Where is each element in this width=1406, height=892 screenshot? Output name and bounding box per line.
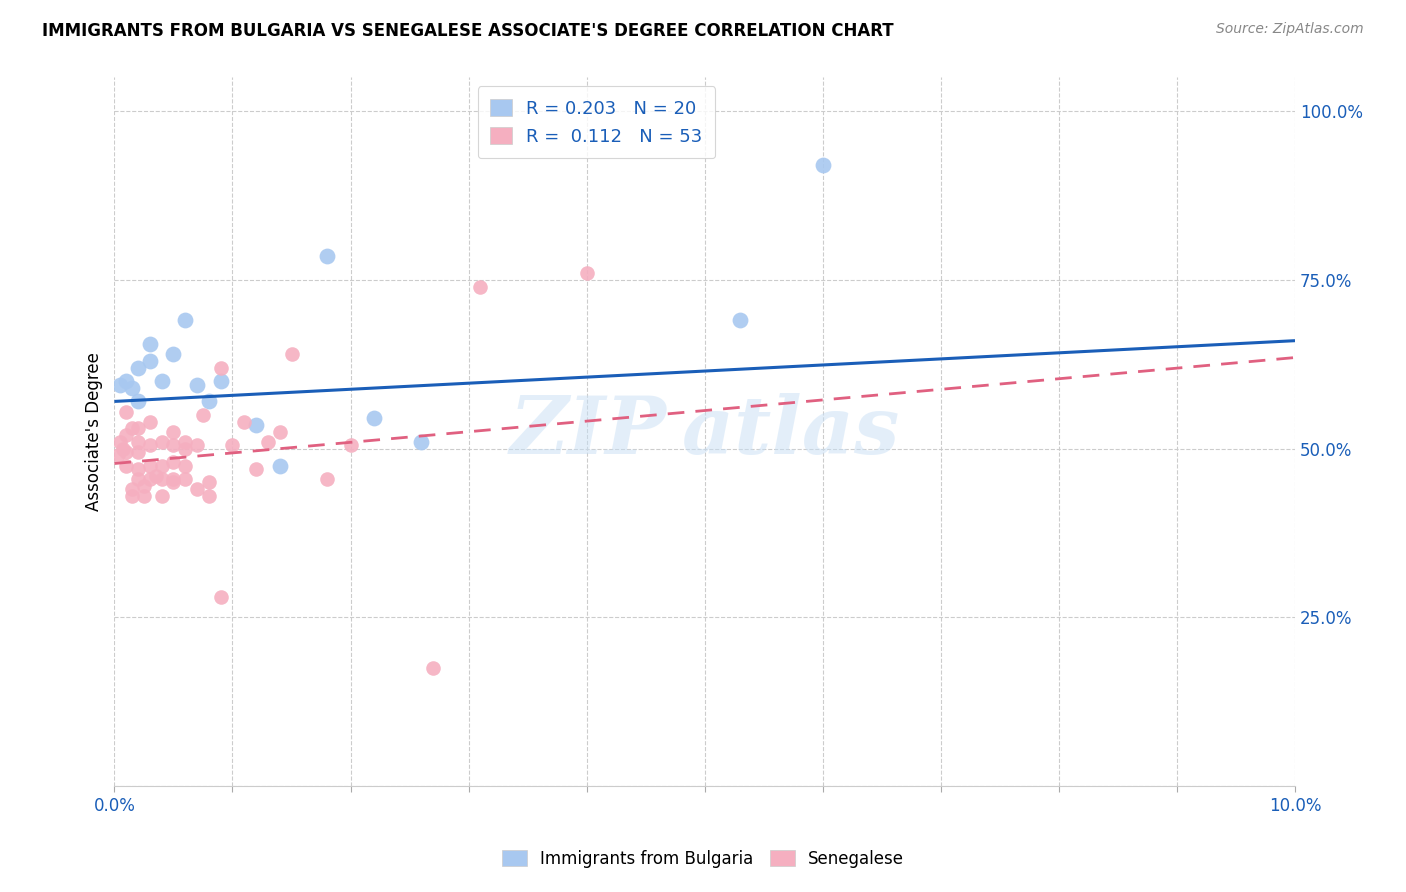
Point	[121, 489, 143, 503]
Point	[150, 374, 173, 388]
Point	[115, 404, 138, 418]
Point	[316, 249, 339, 263]
Point	[115, 445, 138, 459]
Point	[127, 434, 149, 449]
Point	[575, 266, 598, 280]
Point	[162, 475, 184, 490]
Point	[811, 158, 834, 172]
Point	[186, 482, 208, 496]
Point	[233, 415, 256, 429]
Point	[150, 472, 173, 486]
Point	[127, 360, 149, 375]
Point	[422, 661, 444, 675]
Point	[107, 449, 129, 463]
Point	[132, 489, 155, 503]
Point	[110, 434, 132, 449]
Point	[316, 472, 339, 486]
Point	[209, 590, 232, 604]
Point	[174, 472, 197, 486]
Point	[121, 381, 143, 395]
Point	[221, 438, 243, 452]
Point	[121, 421, 143, 435]
Point	[209, 374, 232, 388]
Legend: Immigrants from Bulgaria, Senegalese: Immigrants from Bulgaria, Senegalese	[495, 844, 911, 875]
Point	[269, 458, 291, 473]
Point	[186, 377, 208, 392]
Point	[470, 279, 492, 293]
Point	[127, 445, 149, 459]
Point	[245, 462, 267, 476]
Point	[162, 455, 184, 469]
Point	[127, 421, 149, 435]
Point	[145, 468, 167, 483]
Point	[127, 472, 149, 486]
Text: IMMIGRANTS FROM BULGARIA VS SENEGALESE ASSOCIATE'S DEGREE CORRELATION CHART: IMMIGRANTS FROM BULGARIA VS SENEGALESE A…	[42, 22, 894, 40]
Text: Source: ZipAtlas.com: Source: ZipAtlas.com	[1216, 22, 1364, 37]
Point	[162, 425, 184, 439]
Point	[132, 479, 155, 493]
Point	[162, 438, 184, 452]
Point	[728, 313, 751, 327]
Point	[174, 313, 197, 327]
Point	[257, 434, 280, 449]
Point	[269, 425, 291, 439]
Point	[245, 418, 267, 433]
Point	[115, 374, 138, 388]
Point	[280, 347, 302, 361]
Point	[110, 377, 132, 392]
Point	[174, 458, 197, 473]
Point	[198, 475, 221, 490]
Point	[209, 360, 232, 375]
Point	[111, 442, 134, 456]
Point	[174, 434, 197, 449]
Point	[139, 337, 162, 351]
Point	[139, 472, 162, 486]
Point	[127, 394, 149, 409]
Point	[150, 489, 173, 503]
Point	[339, 438, 361, 452]
Point	[115, 428, 138, 442]
Point	[198, 394, 221, 409]
Point	[174, 442, 197, 456]
Point	[115, 458, 138, 473]
Point	[150, 434, 173, 449]
Point	[198, 489, 221, 503]
Point	[121, 482, 143, 496]
Point	[139, 415, 162, 429]
Point	[139, 354, 162, 368]
Point	[150, 458, 173, 473]
Point	[162, 472, 184, 486]
Point	[363, 411, 385, 425]
Point	[162, 347, 184, 361]
Point	[127, 462, 149, 476]
Point	[186, 438, 208, 452]
Y-axis label: Associate's Degree: Associate's Degree	[86, 352, 103, 511]
Point	[139, 438, 162, 452]
Point	[139, 458, 162, 473]
Point	[191, 408, 214, 422]
Legend: R = 0.203   N = 20, R =  0.112   N = 53: R = 0.203 N = 20, R = 0.112 N = 53	[478, 87, 716, 159]
Text: ZIP atlas: ZIP atlas	[509, 393, 900, 471]
Point	[411, 434, 433, 449]
